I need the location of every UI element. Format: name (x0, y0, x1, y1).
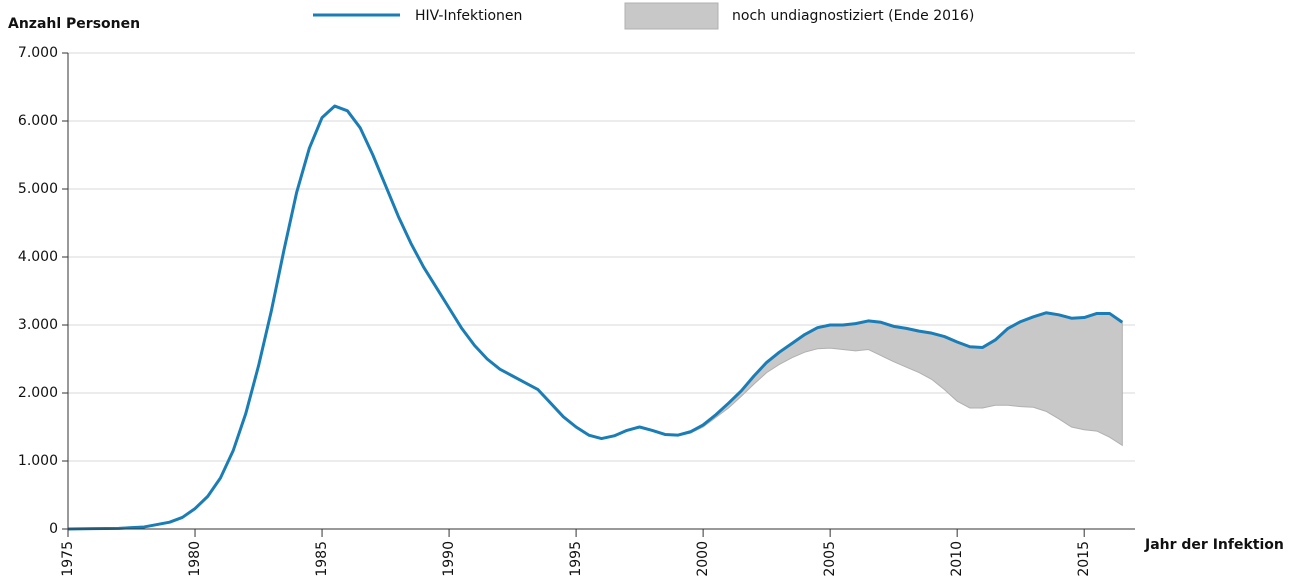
y-tick-label: 0 (49, 521, 58, 537)
x-tick-label: 1980 (187, 541, 203, 577)
y-tick-label: 7.000 (18, 45, 58, 61)
x-tick-label: 2010 (949, 541, 965, 577)
x-tick-label: 2000 (695, 541, 711, 577)
y-tick-label: 2.000 (18, 385, 58, 401)
legend-label: HIV-Infektionen (415, 8, 522, 24)
plot-area (67, 104, 1124, 531)
grid (68, 52, 1135, 462)
axes: 0 1.000 2.000 3.000 4.000 5.000 6.000 7.000 1975… (18, 45, 1135, 577)
legend: HIV-Infektionen noch undiagnostiziert (En… (313, 2, 974, 30)
x-tick-label: 2005 (822, 541, 838, 577)
y-tick-label: 5.000 (18, 181, 58, 197)
legend-swatch (624, 2, 719, 30)
y-tick-label: 4.000 (18, 249, 58, 265)
y-tick-label: 3.000 (18, 317, 58, 333)
y-axis-title: Anzahl Personen (8, 16, 140, 32)
y-tick-label: 6.000 (18, 113, 58, 129)
undiagnosed-area (677, 312, 1123, 447)
x-axis-title: Jahr der Infektion (1144, 537, 1284, 553)
y-tick-label: 1.000 (18, 453, 58, 469)
x-tick-label: 1975 (60, 541, 76, 577)
x-tick-label: 1985 (314, 541, 330, 577)
x-tick-label: 1995 (568, 541, 584, 577)
x-tick-label: 2015 (1076, 541, 1092, 577)
legend-label: noch undiagnostiziert (Ende 2016) (732, 8, 974, 24)
line (67, 104, 1124, 531)
x-tick-label: 1990 (441, 541, 457, 577)
